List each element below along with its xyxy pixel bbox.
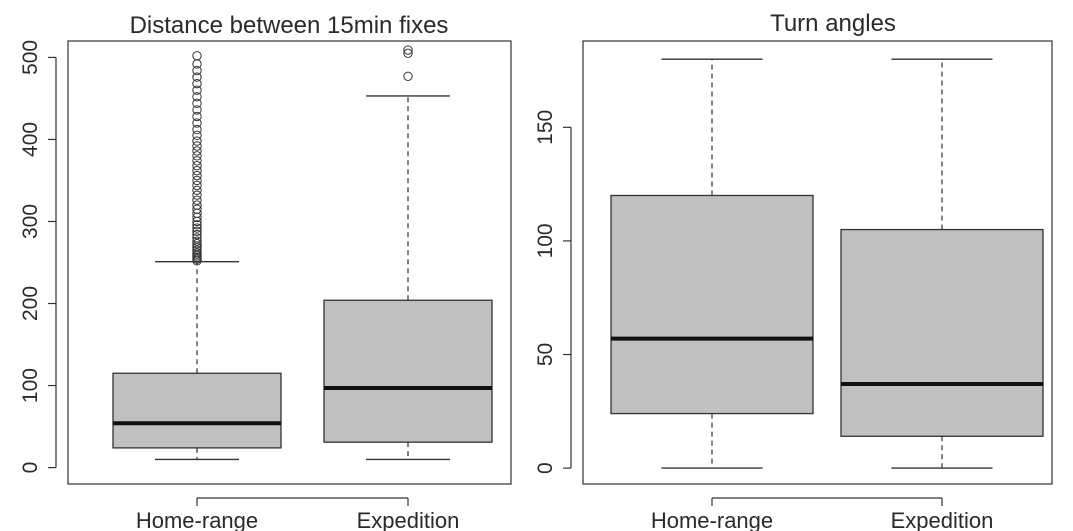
x-category-label: Home-range <box>136 508 258 531</box>
outlier-point <box>192 238 202 249</box>
outlier-point <box>403 71 413 81</box>
y-tick-label: 100 <box>534 223 557 258</box>
outlier-point <box>192 200 202 210</box>
x-category-label: Home-range <box>651 508 773 531</box>
plot-frame <box>67 40 512 485</box>
outlier-point <box>192 204 202 214</box>
y-tick-label: 0 <box>19 462 42 474</box>
outlier-point <box>192 124 202 135</box>
outlier-point <box>403 45 413 55</box>
outlier-point <box>192 146 202 156</box>
outlier-point <box>192 118 202 128</box>
outlier-point <box>192 180 202 191</box>
y-tick-label: 400 <box>19 122 42 157</box>
outlier-point <box>192 59 202 69</box>
outlier-point <box>192 156 202 166</box>
distance-chart: Distance between 15min fixes 0 100 200 300 4… <box>19 12 512 531</box>
outlier-point <box>192 220 202 230</box>
outlier-point <box>192 51 202 61</box>
outlier-point <box>192 72 202 82</box>
chart-title: Distance between 15min fixes <box>130 12 449 39</box>
outlier-point <box>192 130 202 141</box>
outlier-point <box>192 195 202 205</box>
outlier-point <box>192 223 202 233</box>
outlier-point <box>192 190 202 200</box>
box-iqr <box>610 194 814 415</box>
outlier-point <box>192 226 202 237</box>
outlier-point <box>192 175 202 186</box>
box-0 <box>610 58 814 469</box>
outlier-point <box>192 98 202 109</box>
y-tick-label: 50 <box>534 343 557 366</box>
y-tick-label: 150 <box>534 110 557 145</box>
y-tick-label: 100 <box>19 368 42 403</box>
x-category-label: Expedition <box>891 508 994 531</box>
outlier-point <box>192 170 202 181</box>
outlier-point <box>192 185 202 196</box>
box-iqr <box>323 299 493 443</box>
outlier-point <box>192 136 202 146</box>
outlier-point <box>192 151 202 161</box>
outlier-point <box>192 65 202 76</box>
y-tick-label: 300 <box>19 204 42 239</box>
box-1 <box>840 58 1044 469</box>
y-tick-label: 500 <box>19 40 42 75</box>
chart-title: Turn angles <box>770 10 896 37</box>
outlier-point <box>192 92 202 102</box>
outlier-point <box>192 160 202 171</box>
box-0 <box>112 51 282 461</box>
box-iqr <box>840 228 1044 437</box>
outlier-point <box>192 105 202 115</box>
turn-angles-chart: Turn angles 0 50 100 150 Home-range Expeditio… <box>534 10 1053 531</box>
outlier-point <box>403 48 413 59</box>
y-tick-label: 200 <box>19 286 42 321</box>
outlier-point <box>192 229 202 240</box>
outlier-point <box>192 165 202 176</box>
outlier-point <box>192 111 202 122</box>
outlier-point <box>192 247 202 258</box>
box-1 <box>323 45 493 461</box>
outlier-point <box>192 236 202 246</box>
outlier-point <box>192 141 202 151</box>
outlier-point <box>192 78 202 89</box>
outlier-point <box>192 233 202 243</box>
y-tick-label: 0 <box>534 462 557 474</box>
outlier-point <box>192 85 202 95</box>
outlier-point <box>192 245 202 255</box>
box-iqr <box>112 372 282 449</box>
plot-frame <box>582 40 1053 485</box>
x-category-label: Expedition <box>357 508 460 531</box>
